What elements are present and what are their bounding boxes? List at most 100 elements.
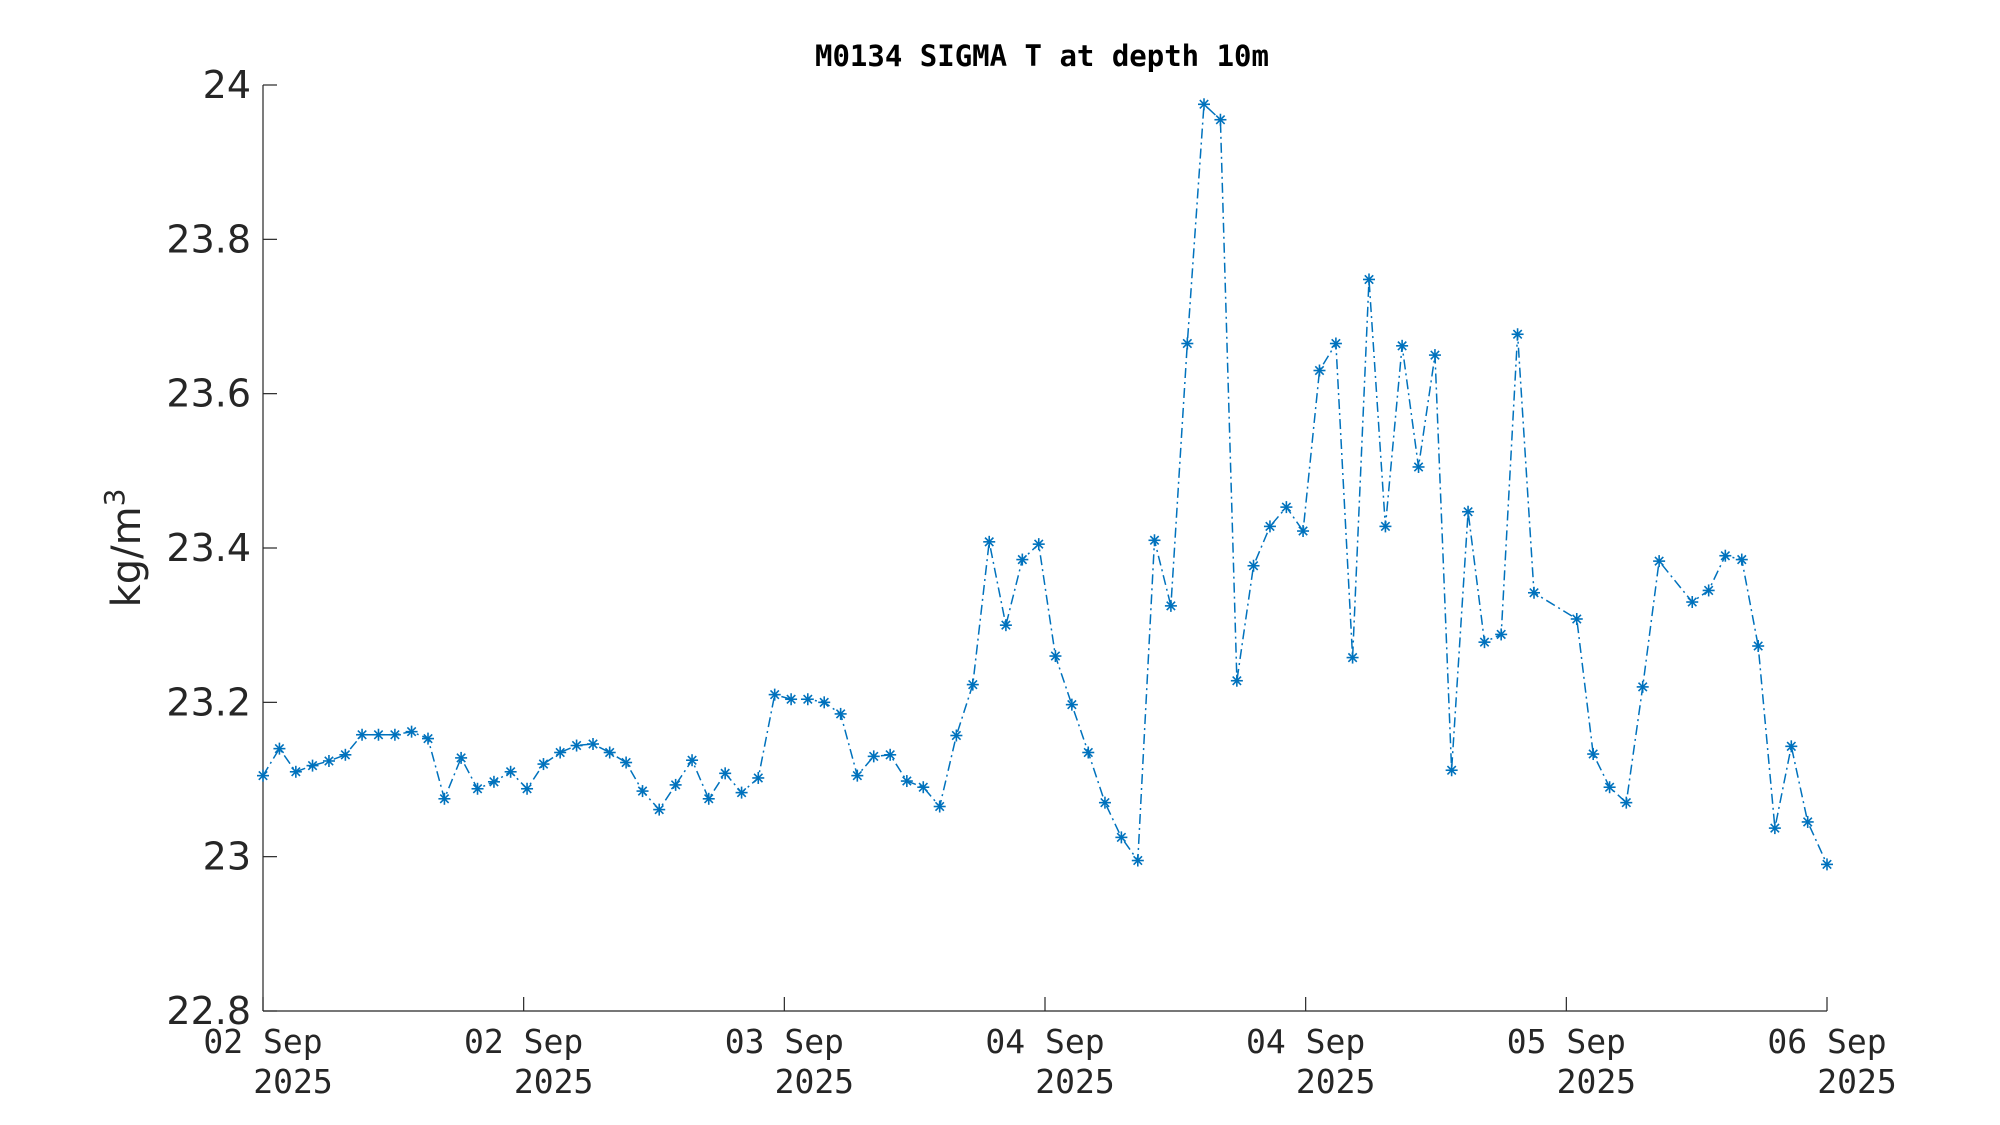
y-tick-label: 24 xyxy=(203,63,251,107)
data-point-marker xyxy=(966,678,979,691)
x-tick-label-year: 2025 xyxy=(253,1062,332,1101)
data-point-marker xyxy=(1702,584,1715,597)
data-point-marker xyxy=(1445,764,1458,777)
data-point-marker xyxy=(1768,822,1781,835)
data-point-marker xyxy=(1230,674,1243,687)
data-point-marker xyxy=(1049,650,1062,663)
data-point-marker xyxy=(1131,854,1144,867)
data-point-marker xyxy=(1528,586,1541,599)
data-point-marker xyxy=(487,775,500,788)
data-point-marker xyxy=(1247,559,1260,572)
data-point-marker xyxy=(768,688,781,701)
data-point-marker xyxy=(735,786,748,799)
data-point-marker xyxy=(1297,525,1310,538)
data-point-marker xyxy=(587,738,600,751)
x-tick-label-year: 2025 xyxy=(775,1062,854,1101)
data-point-marker xyxy=(884,748,897,761)
data-point-marker xyxy=(1719,549,1732,562)
data-point-marker xyxy=(339,748,352,761)
data-point-marker xyxy=(1263,520,1276,533)
data-point-marker xyxy=(1115,831,1128,844)
data-point-marker xyxy=(1098,796,1111,809)
x-tick-label-date: 06 Sep xyxy=(1767,1022,1886,1061)
data-point-marker xyxy=(983,535,996,548)
data-point-marker xyxy=(1412,460,1425,473)
x-tick-label-date: 02 Sep xyxy=(203,1022,322,1061)
data-point-marker xyxy=(1570,612,1583,625)
data-point-marker xyxy=(702,792,715,805)
data-point-marker xyxy=(1363,273,1376,286)
data-point-marker xyxy=(554,746,567,759)
data-point-marker xyxy=(1198,98,1211,111)
data-point-marker xyxy=(1313,364,1326,377)
data-point-marker xyxy=(785,693,798,706)
data-point-marker xyxy=(257,769,269,782)
data-point-marker xyxy=(933,800,946,813)
data-point-marker xyxy=(1346,651,1359,664)
y-tick-label: 23.6 xyxy=(166,372,251,416)
x-tick-label-year: 2025 xyxy=(514,1062,593,1101)
data-point-marker xyxy=(1511,328,1524,341)
y-tick-label: 23 xyxy=(203,835,251,879)
data-point-marker xyxy=(1379,520,1392,533)
data-point-marker xyxy=(917,781,930,794)
data-point-marker xyxy=(636,785,649,798)
data-point-marker xyxy=(322,754,335,767)
data-point-marker xyxy=(669,778,682,791)
data-point-marker xyxy=(356,728,369,741)
data-point-marker xyxy=(537,758,550,771)
data-point-marker xyxy=(521,782,534,795)
data-point-marker xyxy=(1495,628,1508,641)
data-point-marker xyxy=(818,696,831,709)
x-tick-label-date: 05 Sep xyxy=(1507,1022,1626,1061)
data-point-marker xyxy=(372,728,385,741)
y-axis-label-superscript: 3 xyxy=(98,489,131,507)
data-point-marker xyxy=(686,754,699,767)
data-point-marker xyxy=(1329,337,1342,350)
data-point-marker xyxy=(438,792,451,805)
data-point-marker xyxy=(1462,505,1475,518)
data-point-marker xyxy=(1065,698,1078,711)
data-point-marker xyxy=(273,742,286,755)
x-tick-label-year: 2025 xyxy=(1817,1062,1896,1101)
data-point-marker xyxy=(1164,599,1177,612)
data-point-marker xyxy=(570,739,583,752)
data-point-marker xyxy=(1752,640,1765,653)
data-point-marker xyxy=(867,750,880,763)
x-tick-label-date: 02 Sep xyxy=(464,1022,583,1061)
x-tick-label-date: 04 Sep xyxy=(1246,1022,1365,1061)
x-tick-label-date: 04 Sep xyxy=(985,1022,1104,1061)
data-point-marker xyxy=(851,769,864,782)
data-point-marker xyxy=(801,693,814,706)
data-point-marker xyxy=(1032,538,1045,551)
data-point-marker xyxy=(900,775,913,788)
data-point-marker xyxy=(1396,339,1409,352)
data-point-marker xyxy=(455,751,468,764)
y-axis-label: kg/m3 xyxy=(98,489,150,608)
data-point-marker xyxy=(1181,337,1194,350)
data-point-marker xyxy=(719,767,732,780)
data-point-marker xyxy=(1148,534,1161,547)
data-point-marker xyxy=(471,782,484,795)
series-layer xyxy=(257,98,1833,871)
x-tick-label-date: 03 Sep xyxy=(725,1022,844,1061)
chart-title: M0134 SIGMA T at depth 10m xyxy=(815,39,1269,73)
data-point-marker xyxy=(834,707,847,720)
data-point-marker xyxy=(752,771,765,784)
data-point-marker xyxy=(504,765,517,778)
data-point-marker xyxy=(1214,113,1227,126)
data-point-marker xyxy=(653,803,666,816)
data-point-marker xyxy=(620,756,633,769)
data-point-marker xyxy=(1016,553,1029,566)
y-tick-label: 23.4 xyxy=(166,526,251,570)
y-tick-label: 23.8 xyxy=(166,217,251,261)
data-point-marker xyxy=(1653,555,1666,568)
data-point-marker xyxy=(1686,596,1699,609)
y-axis-label-base: kg/m xyxy=(104,506,150,607)
data-point-marker xyxy=(1478,636,1491,649)
data-point-marker xyxy=(603,746,616,759)
y-tick-label: 23.2 xyxy=(166,680,251,724)
data-point-marker xyxy=(1620,796,1633,809)
data-point-marker xyxy=(1280,501,1293,514)
